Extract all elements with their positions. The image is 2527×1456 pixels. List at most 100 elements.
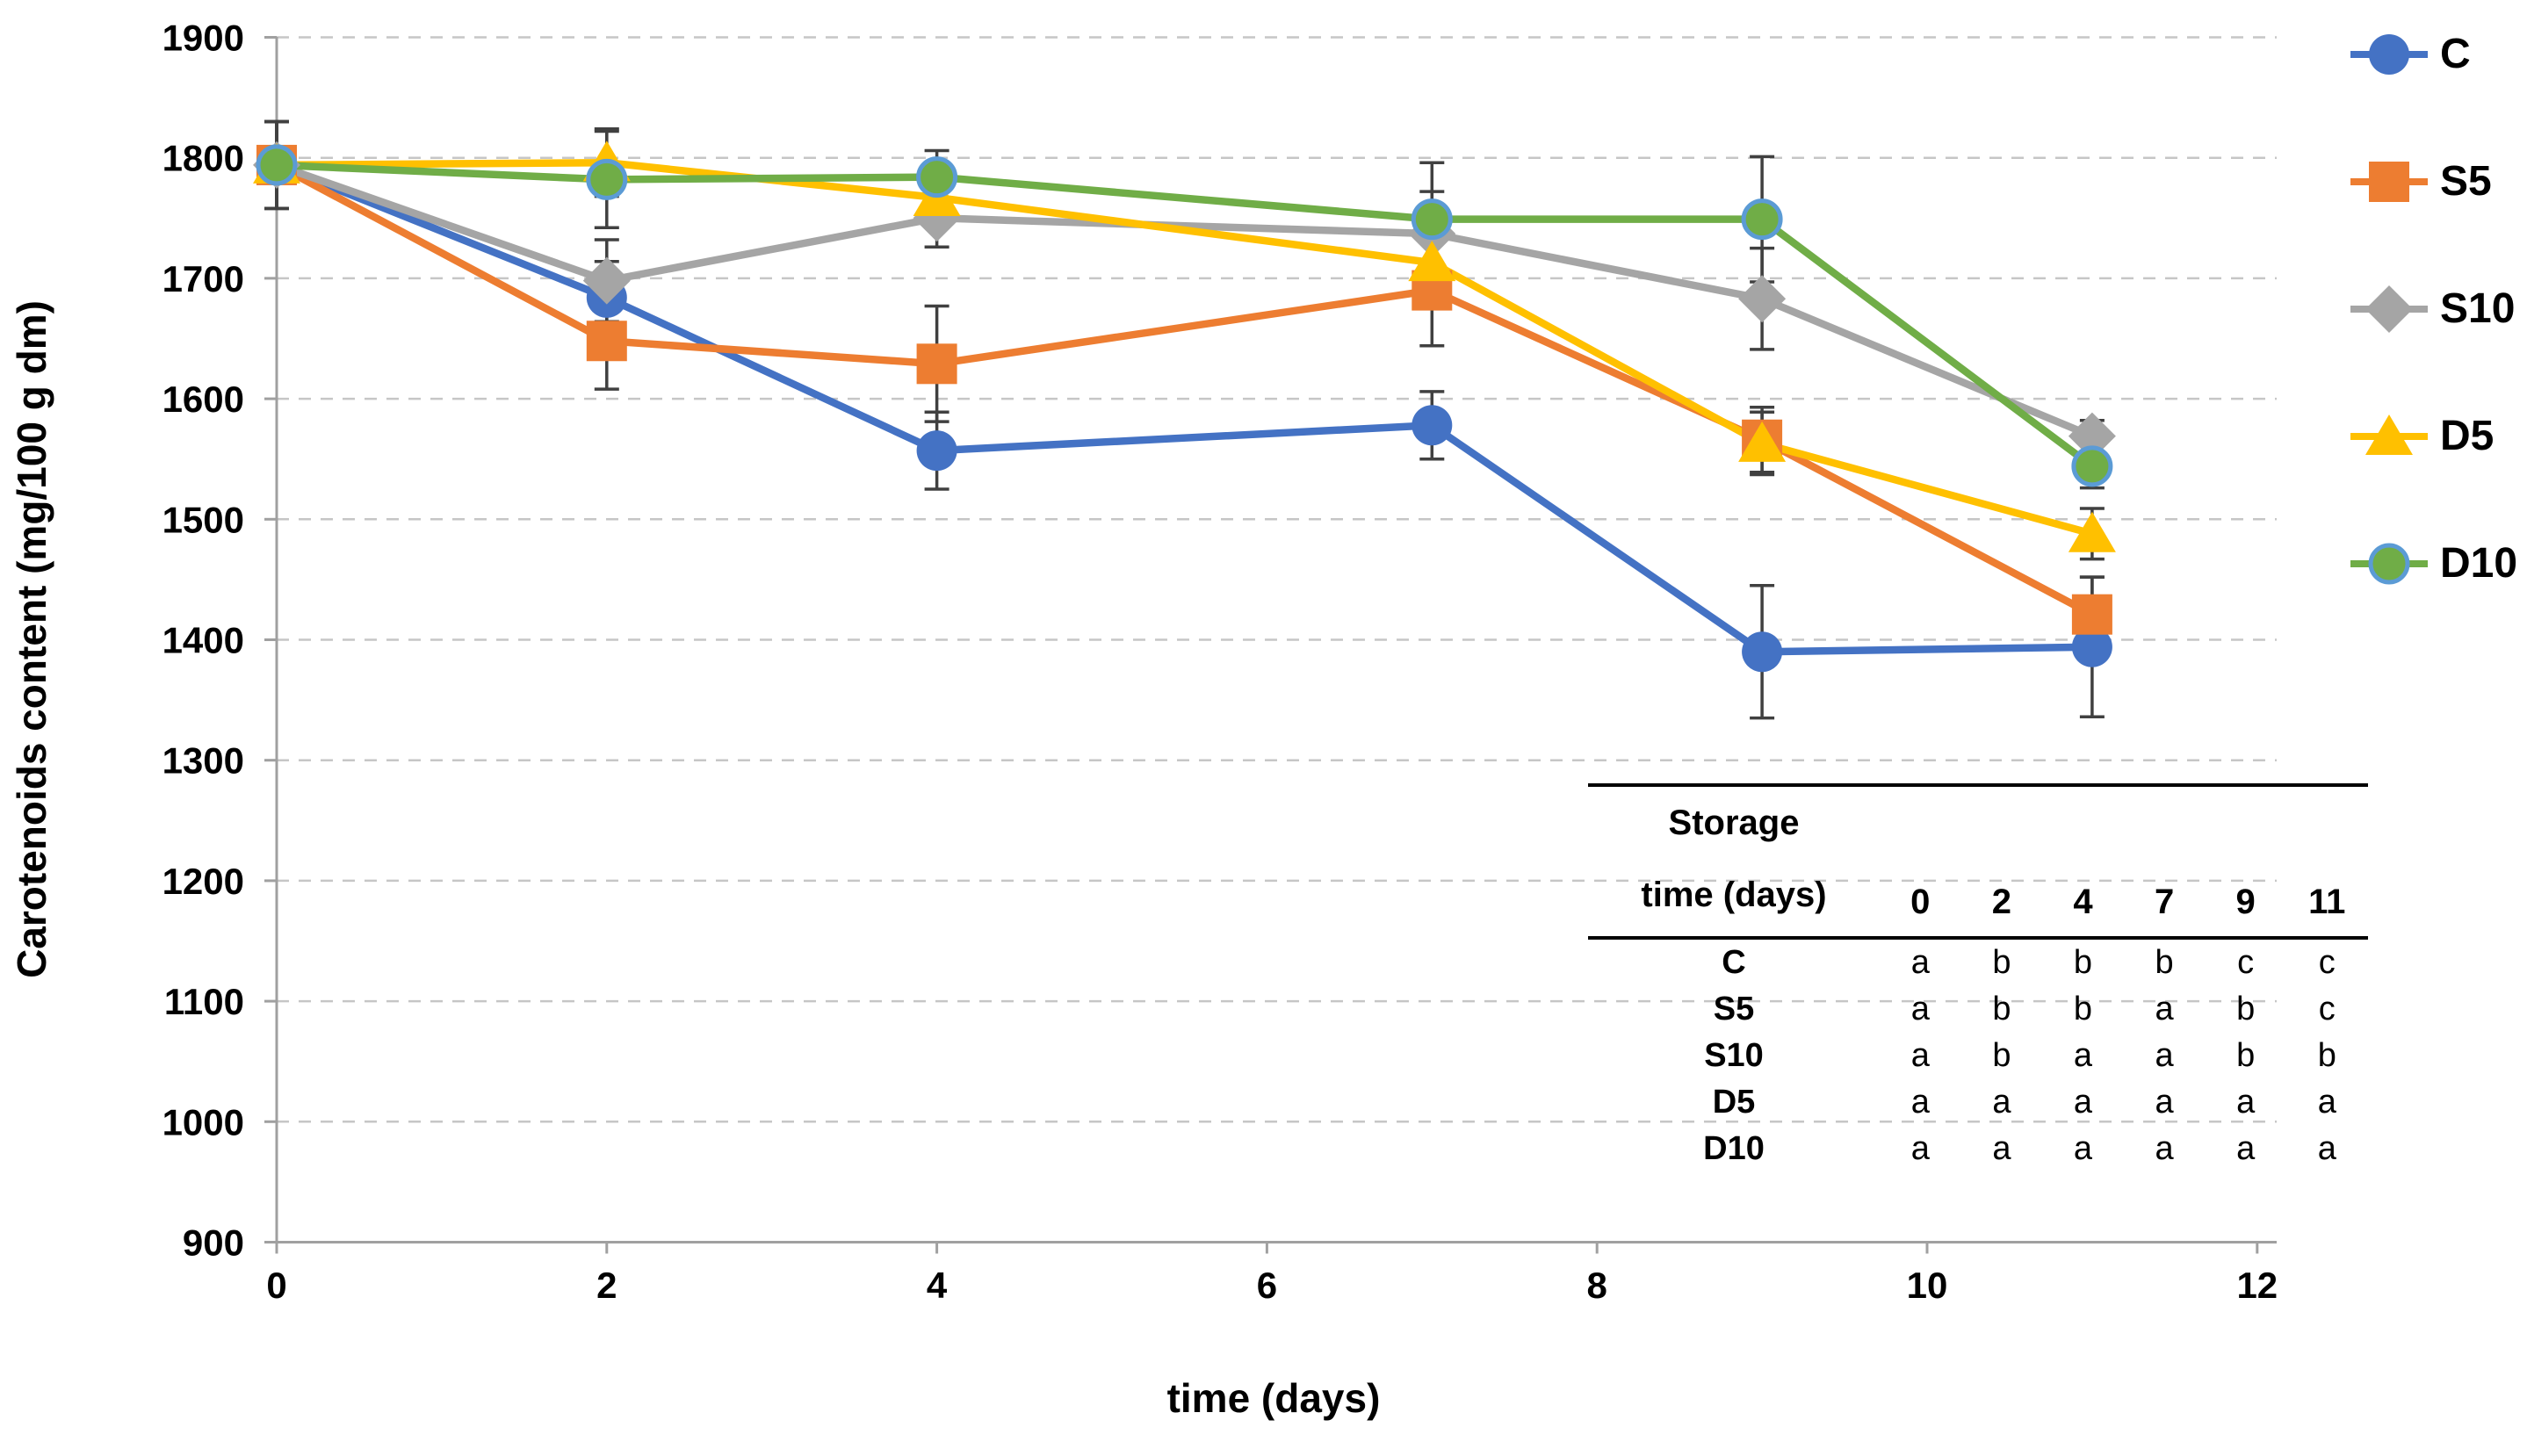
table-col-header-4: 4 xyxy=(2073,883,2093,921)
x-tick-label-4: 4 xyxy=(927,1265,948,1306)
table-cell-D10-day2: a xyxy=(1992,1130,2011,1167)
axes xyxy=(264,36,2277,1254)
legend-item-S10[interactable]: S10 xyxy=(2347,281,2515,337)
legend-item-D5[interactable]: D5 xyxy=(2347,408,2494,465)
table-cell-C-day4: b xyxy=(2073,944,2093,981)
table-col-header-2: 2 xyxy=(1991,883,2012,921)
table-cell-S10-day11: b xyxy=(2317,1037,2336,1074)
y-tick-label-1600: 1600 xyxy=(162,378,244,420)
x-tick-label-8: 8 xyxy=(1587,1265,1607,1306)
table-cell-S10-day7: a xyxy=(2155,1037,2174,1074)
table-cell-C-day7: b xyxy=(2155,944,2174,981)
series-line-S10 xyxy=(272,161,2097,440)
legend-marker-D10-icon xyxy=(2350,543,2428,585)
table-row-label-C: C xyxy=(1722,944,1746,981)
table-col-header-7: 7 xyxy=(2154,883,2175,921)
legend-label-S5: S5 xyxy=(2440,158,2492,205)
table-cell-D10-day4: a xyxy=(2073,1130,2093,1167)
legend-marker-D5-icon xyxy=(2350,414,2428,455)
legend-marker-S5-icon xyxy=(2350,162,2428,202)
table-cell-C-day2: b xyxy=(1992,944,2011,981)
x-tick-label-0: 0 xyxy=(266,1265,286,1306)
table-row-S5: S5 a b b a b c xyxy=(1588,986,2368,1033)
y-tick-label-1000: 1000 xyxy=(162,1101,244,1142)
y-tick-label-1900: 1900 xyxy=(162,18,244,59)
legend-label-S10: S10 xyxy=(2440,285,2516,332)
table-top-rule xyxy=(1588,783,2368,787)
table-cell-S5-day7: a xyxy=(2155,991,2174,1027)
table-col-header-9: 9 xyxy=(2235,883,2256,921)
table-cell-D10-day7: a xyxy=(2155,1130,2174,1167)
table-row-label-S10: S10 xyxy=(1704,1037,1764,1074)
x-tick-label-10: 10 xyxy=(1907,1265,1948,1306)
y-tick-labels: 900 1000 1100 1200 1300 1400 1500 1600 1700 1800 1… xyxy=(162,18,244,1264)
series-line-D10 xyxy=(272,161,2097,471)
legend-label-C: C xyxy=(2440,31,2471,77)
table-cell-D5-day4: a xyxy=(2073,1084,2093,1121)
series-markers-D5 xyxy=(253,141,2116,552)
legend-marker-C-icon xyxy=(2350,34,2428,75)
table-mid-rule xyxy=(1588,936,2368,940)
legend-item-C[interactable]: C xyxy=(2347,26,2471,83)
table-cell-S10-day9: b xyxy=(2236,1037,2256,1074)
y-tick-label-1300: 1300 xyxy=(162,740,244,782)
series-markers-S5 xyxy=(256,144,2112,635)
table-cell-D5-day11: a xyxy=(2317,1084,2336,1121)
table-row-label-D5: D5 xyxy=(1712,1084,1756,1121)
table-cell-C-day11: c xyxy=(2318,944,2336,981)
y-tick-label-900: 900 xyxy=(183,1222,244,1264)
table-cell-C-day0: a xyxy=(1910,944,1930,981)
x-axis-title: time (days) xyxy=(1167,1375,1381,1421)
table-cell-S10-day0: a xyxy=(1910,1037,1930,1074)
legend-item-D10[interactable]: D10 xyxy=(2347,536,2517,592)
table-cell-S5-day0: a xyxy=(1910,991,1930,1027)
table-cell-D10-day9: a xyxy=(2236,1130,2256,1167)
table-row-S10: S10 a b a a b b xyxy=(1588,1033,2368,1079)
legend-label-D5: D5 xyxy=(2440,413,2495,459)
y-axis-title: Carotenoids content (mg/100 g dm) xyxy=(9,300,54,978)
table-cell-S10-day2: b xyxy=(1992,1037,2011,1074)
table-cell-S5-day2: b xyxy=(1992,991,2011,1027)
legend-item-S5[interactable]: S5 xyxy=(2347,154,2492,210)
table-cell-S5-day4: b xyxy=(2073,991,2093,1027)
series-line-S5 xyxy=(272,161,2097,618)
table-row-label-S5: S5 xyxy=(1713,991,1755,1027)
legend-label-D10: D10 xyxy=(2440,540,2518,587)
y-tick-label-1100: 1100 xyxy=(164,981,244,1022)
table-cell-D10-day11: a xyxy=(2317,1130,2336,1167)
x-tick-labels: 0 2 4 6 8 10 12 xyxy=(266,1265,2278,1306)
table-header-row: Storage time (days) 0 2 4 7 9 11 xyxy=(1588,787,2368,936)
table-row-D10: D10 a a a a a a xyxy=(1588,1126,2368,1172)
table-cell-S5-day9: b xyxy=(2236,991,2256,1027)
series-line-D5 xyxy=(272,158,2097,538)
x-tick-label-2: 2 xyxy=(596,1265,617,1306)
y-tick-label-1700: 1700 xyxy=(162,258,244,299)
series-markers-D10 xyxy=(256,144,2113,487)
table-cell-D5-day9: a xyxy=(2236,1084,2256,1121)
legend-marker-S10-icon xyxy=(2350,285,2428,333)
y-tick-label-1500: 1500 xyxy=(162,499,244,540)
error-bars xyxy=(264,119,2105,720)
chart-legend: C S5 S10 D5 D10 xyxy=(2328,0,2527,632)
x-tick-label-6: 6 xyxy=(1257,1265,1277,1306)
table-col-header-11: 11 xyxy=(2308,883,2346,921)
table-header-line2: time (days) xyxy=(1641,876,1827,914)
y-tick-label-1400: 1400 xyxy=(162,620,244,661)
table-cell-C-day9: c xyxy=(2237,944,2255,981)
table-row-D5: D5 a a a a a a xyxy=(1588,1079,2368,1126)
table-cell-S5-day11: c xyxy=(2318,991,2336,1027)
table-col-header-0: 0 xyxy=(1910,883,1931,921)
table-cell-D10-day0: a xyxy=(1910,1130,1930,1167)
series-line-C xyxy=(272,161,2097,656)
table-cell-S10-day4: a xyxy=(2073,1037,2093,1074)
table-header-label: Storage time (days) xyxy=(1588,787,1880,936)
y-tick-label-1800: 1800 xyxy=(162,138,244,179)
table-row-label-D10: D10 xyxy=(1703,1130,1765,1167)
table-cell-D5-day0: a xyxy=(1910,1084,1930,1121)
table-cell-D5-day7: a xyxy=(2155,1084,2174,1121)
